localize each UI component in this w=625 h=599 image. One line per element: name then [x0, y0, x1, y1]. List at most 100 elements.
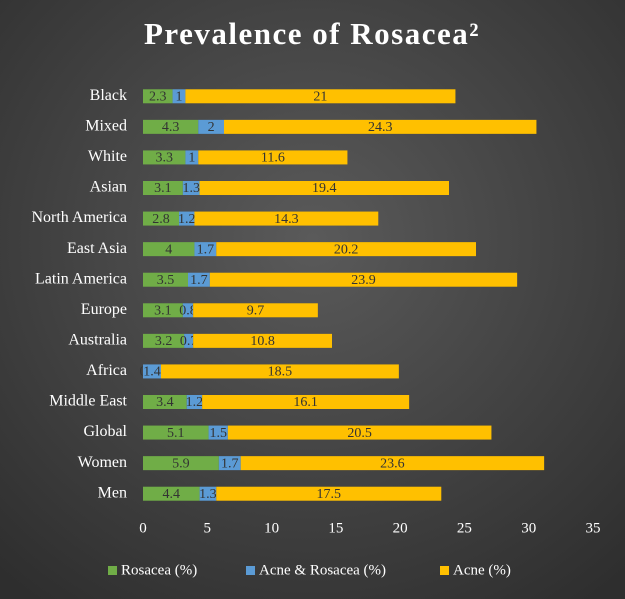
data-label: 3.2	[155, 334, 173, 349]
bar-segment	[172, 89, 186, 104]
bar-segment	[199, 486, 217, 501]
data-label: 2.8	[152, 212, 170, 227]
data-label: 1.7	[190, 273, 208, 288]
bar-segment	[198, 150, 348, 165]
data-label: 3.4	[156, 395, 174, 410]
legend-swatch	[108, 566, 117, 575]
bar-segment	[179, 211, 195, 226]
data-label: 5.1	[167, 426, 185, 441]
data-label: 1.7	[221, 456, 239, 471]
y-tick-label: Middle East	[49, 393, 127, 410]
data-label: 23.9	[351, 273, 376, 288]
data-label: 10.8	[250, 334, 275, 349]
bar-segment	[188, 272, 210, 287]
data-label: 1.2	[178, 212, 196, 227]
y-tick-label: Women	[78, 454, 127, 471]
bar-segment	[194, 242, 217, 257]
bar-segment	[143, 150, 186, 165]
data-label: 14.3	[274, 212, 299, 227]
bar-segment	[143, 333, 185, 348]
bar-segment	[216, 486, 442, 501]
x-tick-label: 35	[586, 520, 601, 536]
bar-segment	[143, 119, 199, 134]
data-label: 0.8	[179, 304, 197, 319]
y-tick-label: White	[88, 148, 127, 165]
y-tick-label: East Asia	[67, 240, 127, 257]
data-label: 19.4	[312, 181, 337, 196]
data-label: 3.1	[154, 181, 172, 196]
bar-segment	[224, 119, 537, 134]
chart-title: Prevalence of Rosacea²	[144, 16, 480, 51]
legend-swatch	[440, 566, 449, 575]
data-label: 9.7	[247, 304, 265, 319]
data-label: 5.9	[172, 456, 190, 471]
y-tick-label: Latin America	[35, 270, 127, 287]
bar-segment	[218, 456, 241, 471]
bar-segment	[198, 119, 224, 134]
data-label: 24.3	[368, 120, 393, 135]
legend-swatch	[246, 566, 255, 575]
bar-segment	[143, 425, 209, 440]
bar-segment	[161, 364, 399, 379]
bar-segment	[240, 456, 545, 471]
data-label: 4.3	[162, 120, 180, 135]
bar-segment	[193, 333, 332, 348]
bar-segment	[184, 333, 194, 348]
data-label: 18.5	[268, 365, 293, 380]
bar-segment	[209, 272, 518, 287]
data-label: 17.5	[317, 487, 342, 502]
bar-segment	[143, 211, 179, 226]
x-tick-label: 15	[328, 520, 343, 536]
data-label: 0.7	[180, 334, 198, 349]
legend-label: Acne (%)	[453, 562, 511, 578]
data-label: 1.4	[143, 365, 161, 380]
y-tick-label: Europe	[81, 301, 127, 318]
data-label: 3.5	[157, 273, 175, 288]
bar-segment	[185, 150, 199, 165]
legend-label: Acne & Rosacea (%)	[259, 562, 386, 578]
data-label: 1.2	[186, 395, 204, 410]
bar-segment	[194, 211, 379, 226]
legend-label: Rosacea (%)	[121, 562, 197, 578]
x-tick-label: 30	[521, 520, 536, 536]
data-label: 23.6	[380, 456, 405, 471]
data-label: 1.3	[199, 487, 217, 502]
data-label: 1.3	[182, 181, 200, 196]
y-tick-label: North America	[31, 209, 127, 226]
x-tick-label: 0	[139, 520, 147, 536]
bar-segment	[185, 89, 456, 104]
data-label: 3.1	[154, 304, 172, 319]
data-label: 21	[313, 90, 327, 105]
bar-segment	[202, 395, 410, 409]
x-tick-label: 5	[204, 520, 212, 536]
data-label: 11.6	[261, 151, 285, 166]
bar-segment	[143, 486, 200, 501]
y-tick-label: Africa	[86, 362, 127, 379]
bar-segment	[143, 456, 219, 471]
data-label: 20.5	[347, 426, 372, 441]
data-label: 1	[188, 151, 195, 166]
x-tick-label: 20	[393, 520, 408, 536]
bar-segment	[199, 181, 449, 195]
data-label: 1.7	[197, 242, 215, 257]
data-label: 2.3	[149, 90, 167, 105]
bar-segment	[143, 89, 173, 104]
bar-segment	[143, 303, 183, 318]
data-label: 3.3	[155, 151, 173, 166]
bar-segment	[216, 242, 477, 257]
bar-segment	[143, 364, 161, 379]
data-label: 1.5	[209, 426, 227, 441]
bar-segment	[186, 395, 203, 409]
bar-segment	[143, 181, 183, 195]
bar-segment	[182, 303, 194, 318]
bar-segment	[143, 242, 195, 257]
y-tick-label: Global	[83, 423, 127, 440]
bar-segment	[182, 181, 200, 195]
x-tick-label: 25	[457, 520, 472, 536]
data-label: 20.2	[334, 242, 359, 257]
data-label: 2	[208, 120, 215, 135]
data-label: 4.4	[163, 487, 181, 502]
y-tick-label: Black	[90, 87, 127, 104]
bar-segment	[143, 272, 188, 287]
